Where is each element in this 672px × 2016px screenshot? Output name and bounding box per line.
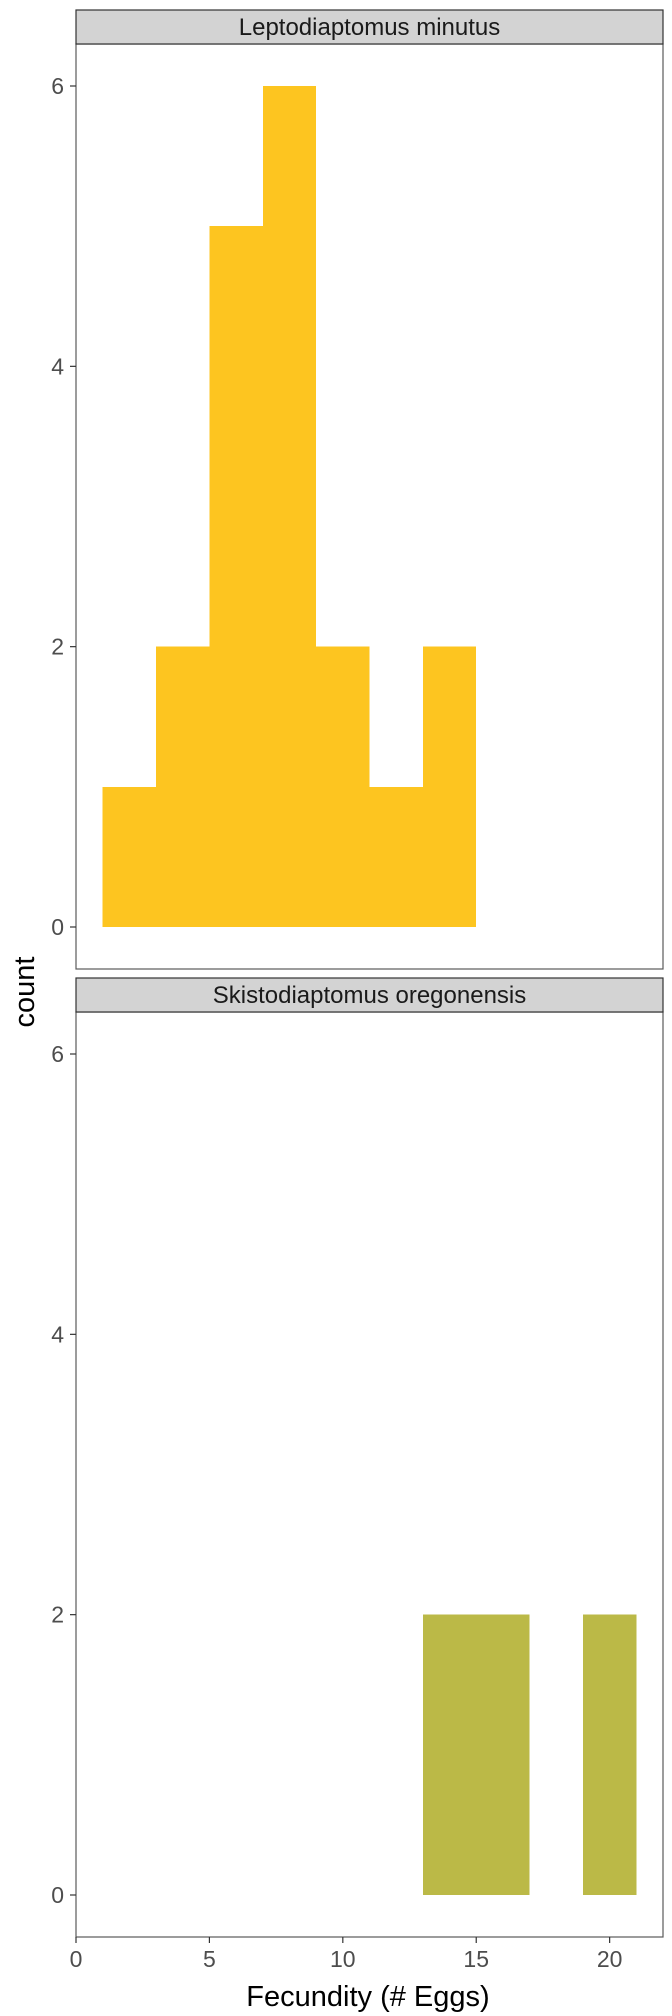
histogram-bar <box>476 1614 530 1895</box>
y-tick-label: 6 <box>51 1041 64 1067</box>
histogram-bar <box>102 786 157 927</box>
histogram-bar <box>422 646 477 927</box>
histogram-bar <box>262 86 317 927</box>
x-tick-label: 15 <box>463 1946 489 1972</box>
y-axis-title: count <box>9 957 41 1028</box>
histogram-bar <box>156 646 210 927</box>
x-axis: 0 5 10 15 20 <box>70 1937 623 1972</box>
facets-layer: Leptodiaptomus minutus0246Skistodiaptomu… <box>51 9 664 1938</box>
histogram-bar <box>422 1614 477 1895</box>
facet-skistodiaptomus-oregonensis: Skistodiaptomus oregonensis 0 2 4 6 <box>51 977 664 1938</box>
histogram-bar <box>369 786 423 927</box>
y-tick-label: 0 <box>51 1882 64 1908</box>
histogram-bar <box>316 646 370 927</box>
facet-leptodiaptomus-minutus: Leptodiaptomus minutus 0 2 4 6 <box>51 9 664 970</box>
panel-background <box>75 1011 664 1938</box>
facet-strip <box>75 977 664 1013</box>
facet-strip-title: Skistodiaptomus oregonensis <box>213 982 527 1009</box>
histogram-bar <box>582 1614 637 1895</box>
y-tick-label: 2 <box>51 634 64 660</box>
x-axis-title: Fecundity (# Eggs) <box>246 1981 489 2013</box>
facet-strip-title: Leptodiaptomus minutus <box>239 14 501 41</box>
y-tick-label: 2 <box>51 1602 64 1628</box>
x-tick-label: 0 <box>70 1946 83 1972</box>
x-tick-label: 5 <box>203 1946 216 1972</box>
histogram-bar <box>209 226 263 927</box>
y-tick-label: 4 <box>51 353 64 379</box>
facet-strip <box>75 9 664 45</box>
y-tick-label: 4 <box>51 1321 64 1347</box>
y-tick-label: 0 <box>51 914 64 940</box>
x-tick-label: 10 <box>330 1946 356 1972</box>
x-tick-label: 20 <box>597 1946 623 1972</box>
y-tick-label: 6 <box>51 73 64 99</box>
